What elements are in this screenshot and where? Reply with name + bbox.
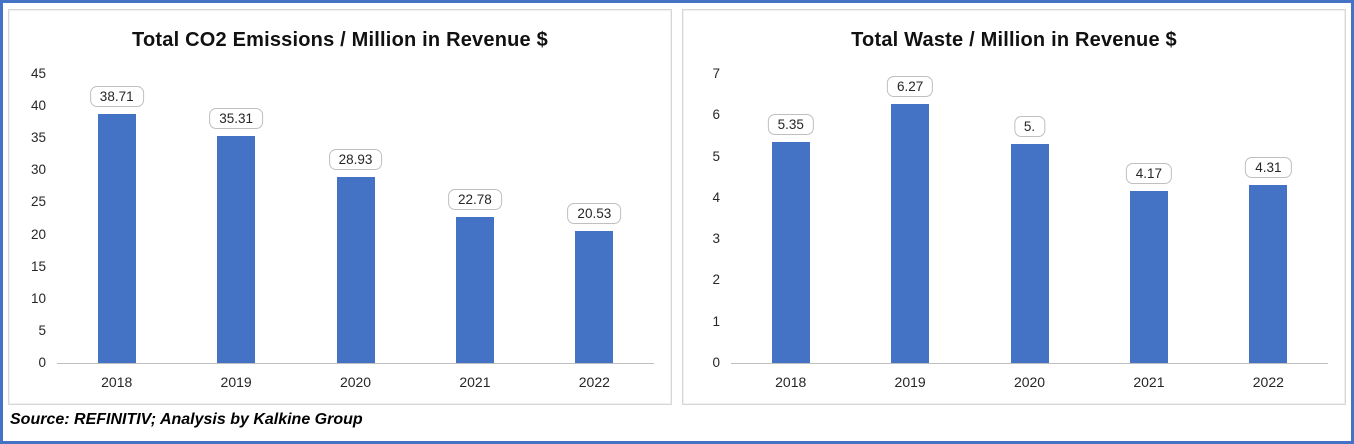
y-tick-label: 10 <box>30 290 46 306</box>
y-tick-label: 35 <box>30 130 46 146</box>
bar-value-label: 38.71 <box>89 86 144 108</box>
chart-title: Total CO2 Emissions / Million in Revenue… <box>132 29 548 51</box>
chart-title: Total Waste / Million in Revenue $ <box>851 29 1177 51</box>
x-tick-label: 2019 <box>220 374 252 390</box>
bar-slot: 28.93 2020 <box>296 74 415 390</box>
bar-slot: 20.53 2022 <box>535 74 654 390</box>
x-tick-label: 2020 <box>339 374 372 390</box>
bar-value-label: 4.31 <box>1245 157 1292 179</box>
y-tick-label: 1 <box>712 313 720 329</box>
y-tick-label: 0 <box>712 355 720 370</box>
x-tick-label: 2021 <box>1133 374 1165 390</box>
y-axis: 0 1 2 3 4 5 6 7 <box>683 66 731 370</box>
bar <box>217 136 256 363</box>
bar <box>1129 190 1168 363</box>
y-tick-label: 7 <box>712 66 720 81</box>
y-tick-label: 40 <box>30 98 46 114</box>
bar <box>771 142 810 363</box>
x-tick-label: 2019 <box>894 374 926 390</box>
plot-area: 5.35 2018 6.27 2019 5. 2020 4.17 2021 4.31 2022 <box>731 74 1328 390</box>
plot-area: 38.71 2018 35.31 2019 28.93 2020 22.78 2021 20.5… <box>57 74 654 390</box>
bar <box>891 104 930 363</box>
y-tick-label: 5 <box>38 322 46 338</box>
source-note: Source: REFINITIV; Analysis by Kalkine G… <box>10 411 363 428</box>
y-tick-label: 0 <box>38 355 46 370</box>
y-tick-label: 5 <box>712 148 720 164</box>
bar <box>1010 144 1049 363</box>
x-tick-label: 2018 <box>775 374 807 390</box>
bar-slot: 4.17 2021 <box>1089 74 1208 390</box>
x-tick-label: 2022 <box>578 374 610 390</box>
bar-slot: 35.31 2019 <box>176 74 295 390</box>
bar <box>1249 185 1288 363</box>
bar-slot: 38.71 2018 <box>57 74 176 390</box>
x-tick-label: 2018 <box>101 374 133 390</box>
waste-chart-panel: Total Waste / Million in Revenue $ 0 1 2 3 4… <box>682 9 1346 405</box>
bar <box>455 216 494 363</box>
charts-row: Total CO2 Emissions / Million in Revenue… <box>8 9 1346 405</box>
bar-slot: 6.27 2019 <box>850 74 969 390</box>
bar-slot: 5. 2020 <box>970 74 1089 390</box>
y-tick-label: 30 <box>30 162 46 178</box>
x-tick-label: 2021 <box>459 374 491 390</box>
y-tick-label: 15 <box>30 258 46 274</box>
y-tick-label: 6 <box>712 107 720 123</box>
bar-value-label: 6.27 <box>886 76 934 98</box>
bar-slot: 4.31 2022 <box>1209 74 1328 390</box>
y-tick-label: 2 <box>712 272 720 288</box>
bar-value-label: 4.17 <box>1125 162 1173 184</box>
bar-value-label: 28.93 <box>328 149 383 171</box>
y-tick-label: 25 <box>30 194 46 210</box>
y-axis: 0 5 10 15 20 25 30 35 40 45 <box>9 66 57 370</box>
bar-slot: 22.78 2021 <box>415 74 534 390</box>
bar-value-label: 20.53 <box>567 203 622 225</box>
y-tick-label: 45 <box>30 66 46 81</box>
bar-value-label: 22.78 <box>448 188 502 210</box>
x-tick-label: 2022 <box>1252 374 1284 390</box>
bar-value-label: 5.35 <box>767 114 814 136</box>
bar <box>336 177 375 363</box>
y-tick-label: 4 <box>712 189 720 205</box>
plot-row: 0 5 10 15 20 25 30 35 40 45 38.71 2018 35.31 2019 28.… <box>9 66 671 390</box>
co2-chart-panel: Total CO2 Emissions / Million in Revenue… <box>8 9 672 405</box>
bar <box>575 231 614 363</box>
bar-slot: 5.35 2018 <box>731 74 850 390</box>
y-tick-label: 20 <box>30 226 46 242</box>
x-tick-label: 2020 <box>1013 374 1046 390</box>
bar-value-label: 5. <box>1013 116 1046 138</box>
y-tick-label: 3 <box>712 231 720 247</box>
bar-value-label: 35.31 <box>209 108 264 130</box>
bar <box>97 114 136 363</box>
